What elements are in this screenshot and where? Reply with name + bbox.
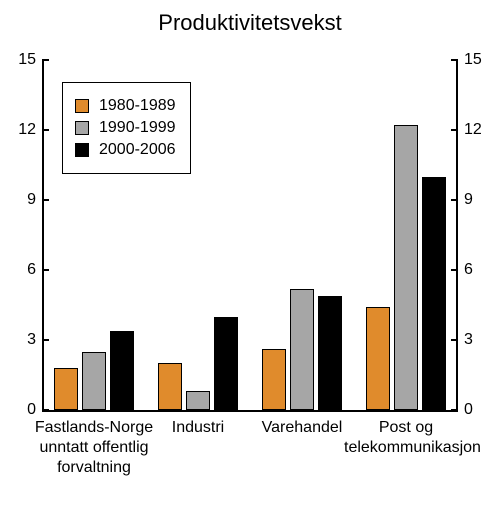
bar bbox=[366, 307, 390, 410]
legend-swatch bbox=[75, 143, 89, 157]
bar bbox=[318, 296, 342, 410]
legend-label: 2000-2006 bbox=[99, 141, 176, 159]
bar bbox=[54, 368, 78, 410]
bar bbox=[158, 363, 182, 410]
legend-label: 1990-1999 bbox=[99, 119, 176, 137]
bar bbox=[422, 177, 446, 410]
ytick-label-left: 15 bbox=[18, 52, 36, 68]
ytick-left bbox=[42, 199, 49, 201]
ytick-label-right: 15 bbox=[464, 52, 482, 68]
chart-title: Produktivitetsvekst bbox=[0, 10, 500, 36]
ytick-right bbox=[451, 409, 458, 411]
legend-swatch bbox=[75, 121, 89, 135]
ytick-label-left: 0 bbox=[27, 402, 36, 418]
ytick-label-left: 6 bbox=[27, 262, 36, 278]
legend-swatch bbox=[75, 99, 89, 113]
bar bbox=[186, 391, 210, 410]
bar bbox=[394, 125, 418, 410]
ytick-right bbox=[451, 339, 458, 341]
chart-container: Produktivitetsvekst 1980-1989 1990-1999 20… bbox=[0, 0, 500, 508]
ytick-left bbox=[42, 59, 49, 61]
ytick-label-left: 3 bbox=[27, 332, 36, 348]
legend-row: 1980-1989 bbox=[75, 97, 176, 115]
bar bbox=[214, 317, 238, 410]
legend: 1980-1989 1990-1999 2000-2006 bbox=[62, 82, 191, 174]
ytick-right bbox=[451, 59, 458, 61]
ytick-label-right: 0 bbox=[464, 402, 473, 418]
legend-label: 1980-1989 bbox=[99, 97, 176, 115]
ytick-label-right: 6 bbox=[464, 262, 473, 278]
ytick-label-right: 9 bbox=[464, 192, 473, 208]
bar bbox=[262, 349, 286, 410]
ytick-label-right: 3 bbox=[464, 332, 473, 348]
ytick-right bbox=[451, 199, 458, 201]
ytick-label-right: 12 bbox=[464, 122, 482, 138]
ytick-left bbox=[42, 339, 49, 341]
ytick-label-left: 9 bbox=[27, 192, 36, 208]
ytick-left bbox=[42, 269, 49, 271]
bar bbox=[290, 289, 314, 410]
ytick-label-left: 12 bbox=[18, 122, 36, 138]
bar bbox=[110, 331, 134, 410]
legend-row: 2000-2006 bbox=[75, 141, 176, 159]
ytick-left bbox=[42, 409, 49, 411]
bar bbox=[82, 352, 106, 410]
ytick-left bbox=[42, 129, 49, 131]
legend-row: 1990-1999 bbox=[75, 119, 176, 137]
ytick-right bbox=[451, 129, 458, 131]
x-category-label: Post og telekommunikasjon bbox=[344, 418, 468, 458]
ytick-right bbox=[451, 269, 458, 271]
